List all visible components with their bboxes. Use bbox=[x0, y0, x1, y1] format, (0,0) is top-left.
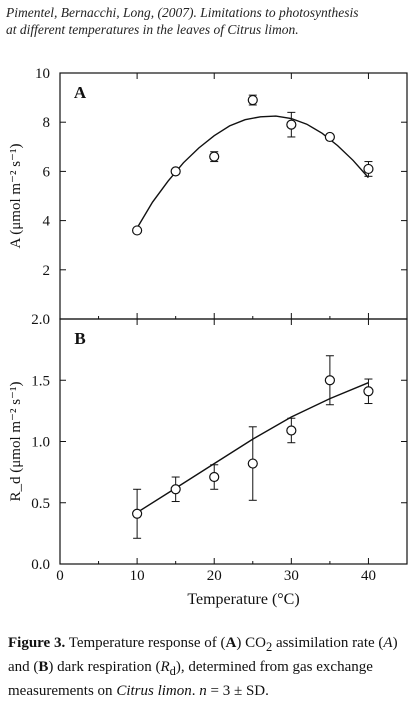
panel-label-b: B bbox=[74, 329, 85, 348]
x-tick-label: 20 bbox=[207, 568, 222, 584]
y-tick-label: 0.0 bbox=[31, 557, 50, 573]
caption-label: Figure 3. bbox=[8, 635, 66, 651]
caption-text: assimilation rate ( bbox=[272, 635, 384, 651]
caption-text: = 3 ± SD. bbox=[206, 683, 269, 699]
y-tick-label: 8 bbox=[43, 115, 51, 131]
figure-caption: Figure 3. Temperature response of (A) CO… bbox=[8, 633, 412, 701]
caption-panel-b: B bbox=[38, 659, 49, 675]
x-tick-label: 10 bbox=[130, 568, 145, 584]
x-axis-label: Temperature (°C) bbox=[187, 591, 299, 608]
y-tick-label: 2.0 bbox=[31, 312, 50, 328]
y-tick-label: 4 bbox=[43, 214, 51, 230]
caption-text: ) dark respiration ( bbox=[48, 659, 161, 675]
caption-species: Citrus limon bbox=[116, 683, 192, 699]
data-point bbox=[363, 386, 374, 397]
data-point bbox=[286, 119, 297, 130]
data-point bbox=[247, 94, 258, 106]
data-point bbox=[363, 163, 374, 175]
data-point bbox=[170, 484, 181, 495]
data-point bbox=[209, 471, 220, 483]
y-tick-label: 10 bbox=[35, 66, 50, 82]
caption-variable-a: A bbox=[383, 635, 393, 651]
caption-text: ) and ( bbox=[8, 635, 398, 675]
data-point bbox=[247, 458, 258, 469]
data-point bbox=[170, 166, 181, 177]
y-tick-label: 1.5 bbox=[31, 373, 50, 389]
caption-text: ), determined from gas exchange measurem… bbox=[8, 659, 373, 699]
data-point bbox=[132, 225, 143, 236]
y-tick-label: 1.0 bbox=[31, 435, 50, 451]
citation-header: Pimentel, Bernacchi, Long, (2007). Limit… bbox=[6, 4, 414, 38]
x-tick-label: 40 bbox=[361, 568, 376, 584]
data-point bbox=[132, 508, 143, 519]
data-point bbox=[286, 425, 297, 436]
panel-label-a: A bbox=[74, 83, 87, 102]
caption-text: ) CO bbox=[236, 635, 266, 651]
y-tick-label: 2 bbox=[43, 263, 51, 279]
citation-line-2: at different temperatures in the leaves … bbox=[6, 22, 299, 37]
x-tick-label: 0 bbox=[56, 568, 64, 584]
data-point bbox=[324, 131, 335, 143]
y-tick-label: 0.5 bbox=[31, 496, 50, 512]
citation-line-1: Pimentel, Bernacchi, Long, (2007). Limit… bbox=[6, 5, 359, 20]
caption-text: . bbox=[191, 683, 200, 699]
caption-variable-n: n bbox=[199, 683, 207, 699]
caption-text: Temperature response of ( bbox=[65, 635, 226, 651]
caption-panel-a: A bbox=[225, 635, 237, 651]
x-tick-label: 30 bbox=[284, 568, 299, 584]
data-point bbox=[324, 375, 335, 386]
caption-subscript: 2 bbox=[265, 640, 273, 654]
caption-subscript: d bbox=[169, 664, 176, 678]
panel-frame-a bbox=[59, 72, 408, 320]
caption-variable-r: R bbox=[160, 659, 170, 675]
panel-frame-b bbox=[59, 318, 408, 565]
y-axis-label: R_d (μmol m⁻² s⁻¹) bbox=[8, 382, 24, 502]
data-point bbox=[209, 151, 220, 162]
y-axis-label: A (μmol m⁻² s⁻¹) bbox=[8, 144, 24, 249]
y-tick-label: 6 bbox=[43, 164, 51, 180]
